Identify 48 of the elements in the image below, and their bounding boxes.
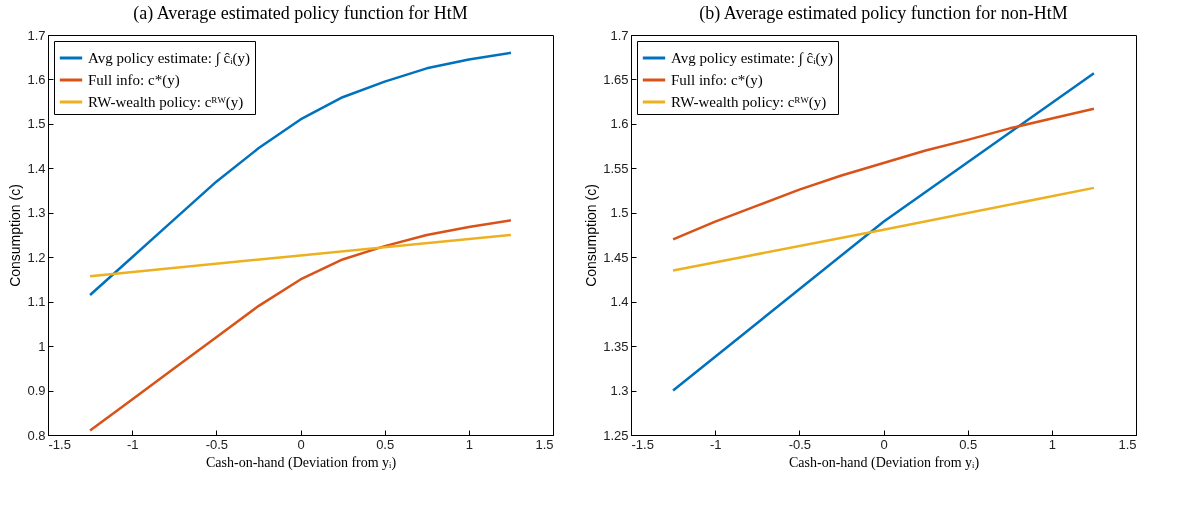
y-tick-label: 1.6 <box>27 71 46 87</box>
y-axis-title: Consumption (c) <box>7 184 24 287</box>
x-tick-label: -1 <box>126 436 139 452</box>
legend-label: Avg policy estimate: ∫ ĉᵢ(y) <box>88 50 251 67</box>
y-tick-label: 1.25 <box>603 427 629 443</box>
y-tick-label: 1 <box>38 338 46 354</box>
x-tick-label: -1.5 <box>631 436 654 452</box>
legend-label: Full info: c*(y) <box>88 72 180 89</box>
x-axis-title: Cash-on-hand (Deviation from yᵢ) <box>788 454 980 471</box>
x-tick-label: 0 <box>297 436 305 452</box>
x-tick-label: -0.5 <box>788 436 812 452</box>
chart-title: (a) Average estimated policy function for HtM <box>133 3 468 24</box>
x-tick-label: 0.5 <box>376 436 395 452</box>
y-axis-title: Consumption (c) <box>583 184 600 287</box>
x-tick-label: -1 <box>709 436 722 452</box>
line-series <box>88 219 513 432</box>
y-tick-label: 1.45 <box>603 249 629 265</box>
y-tick-label: 1.6 <box>610 116 629 132</box>
y-tick-label: 1.3 <box>610 383 629 399</box>
x-tick-label: 0 <box>880 436 888 452</box>
x-tick-label: -0.5 <box>205 436 229 452</box>
y-tick-label: 1.1 <box>27 294 46 310</box>
y-tick-label: 0.9 <box>27 383 46 399</box>
line-series <box>88 51 513 297</box>
y-tick-label: 1.55 <box>603 160 629 176</box>
y-tick-label: 1.7 <box>610 27 629 43</box>
y-tick-label: 1.5 <box>27 116 46 132</box>
y-tick-label: 1.4 <box>27 160 46 176</box>
x-tick-label: 1.5 <box>1118 436 1137 452</box>
y-tick-label: 1.5 <box>610 205 629 221</box>
y-tick-label: 1.3 <box>27 205 46 221</box>
x-tick-label: 1 <box>1048 436 1056 452</box>
y-tick-label: 1.65 <box>603 71 629 87</box>
legend-label: RW-wealth policy: cᴿᵂ(y) <box>671 94 827 111</box>
y-tick-label: 1.35 <box>603 338 629 354</box>
y-tick-label: 1.7 <box>27 27 46 43</box>
x-axis-title: Cash-on-hand (Deviation from yᵢ) <box>205 454 397 471</box>
y-tick-label: 1.4 <box>610 294 629 310</box>
x-tick-label: -1.5 <box>48 436 71 452</box>
x-tick-label: 1 <box>465 436 473 452</box>
chart-title: (b) Average estimated policy function for non-HtM <box>699 3 1068 24</box>
y-tick-label: 1.2 <box>27 249 46 265</box>
legend-label: Avg policy estimate: ∫ ĉᵢ(y) <box>671 50 834 67</box>
legend-label: RW-wealth policy: cᴿᵂ(y) <box>88 94 244 111</box>
x-tick-label: 1.5 <box>535 436 554 452</box>
x-tick-label: 0.5 <box>959 436 978 452</box>
legend-label: Full info: c*(y) <box>671 72 763 89</box>
y-tick-label: 0.8 <box>27 427 46 443</box>
